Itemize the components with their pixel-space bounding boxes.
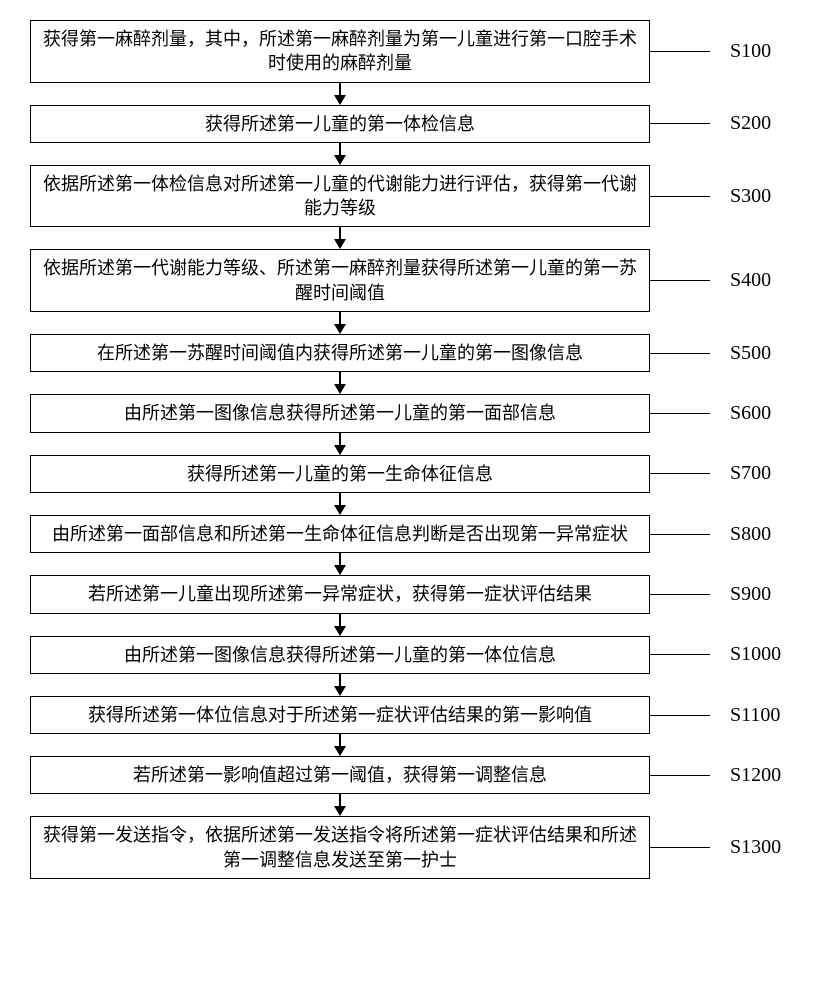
connector-line <box>650 413 710 414</box>
step-box: 获得所述第一体位信息对于所述第一症状评估结果的第一影响值 <box>30 696 650 734</box>
arrow <box>15 614 665 636</box>
connector-line <box>650 196 710 197</box>
step-label: S1300 <box>730 836 781 859</box>
arrow <box>15 312 665 334</box>
flow-step: 由所述第一面部信息和所述第一生命体征信息判断是否出现第一异常症状 S800 <box>15 515 821 553</box>
flow-step: 若所述第一儿童出现所述第一异常症状，获得第一症状评估结果 S900 <box>15 575 821 613</box>
flow-step: 获得所述第一儿童的第一体检信息 S200 <box>15 105 821 143</box>
connector-line <box>650 534 710 535</box>
connector-line <box>650 847 710 848</box>
step-box: 由所述第一面部信息和所述第一生命体征信息判断是否出现第一异常症状 <box>30 515 650 553</box>
step-label: S200 <box>730 112 771 135</box>
connector-line <box>650 654 710 655</box>
flow-step: 依据所述第一代谢能力等级、所述第一麻醉剂量获得所述第一儿童的第一苏醒时间阈值 S… <box>15 249 821 312</box>
connector-line <box>650 775 710 776</box>
arrow <box>15 794 665 816</box>
connector-line <box>650 473 710 474</box>
arrow <box>15 433 665 455</box>
step-box: 获得第一麻醉剂量，其中，所述第一麻醉剂量为第一儿童进行第一口腔手术时使用的麻醉剂… <box>30 20 650 83</box>
step-label: S400 <box>730 269 771 292</box>
flow-step: 依据所述第一体检信息对所述第一儿童的代谢能力进行评估，获得第一代谢能力等级 S3… <box>15 165 821 228</box>
step-box: 由所述第一图像信息获得所述第一儿童的第一体位信息 <box>30 636 650 674</box>
step-label: S1100 <box>730 704 780 727</box>
connector-line <box>650 594 710 595</box>
arrow <box>15 734 665 756</box>
step-label: S1000 <box>730 643 781 666</box>
flow-step: 由所述第一图像信息获得所述第一儿童的第一体位信息 S1000 <box>15 636 821 674</box>
arrow <box>15 553 665 575</box>
flow-step: 由所述第一图像信息获得所述第一儿童的第一面部信息 S600 <box>15 394 821 432</box>
flow-step: 获得所述第一儿童的第一生命体征信息 S700 <box>15 455 821 493</box>
arrow <box>15 674 665 696</box>
step-box: 在所述第一苏醒时间阈值内获得所述第一儿童的第一图像信息 <box>30 334 650 372</box>
step-label: S1200 <box>730 764 781 787</box>
flow-step: 在所述第一苏醒时间阈值内获得所述第一儿童的第一图像信息 S500 <box>15 334 821 372</box>
step-box: 若所述第一儿童出现所述第一异常症状，获得第一症状评估结果 <box>30 575 650 613</box>
step-box: 依据所述第一代谢能力等级、所述第一麻醉剂量获得所述第一儿童的第一苏醒时间阈值 <box>30 249 650 312</box>
step-box: 由所述第一图像信息获得所述第一儿童的第一面部信息 <box>30 394 650 432</box>
step-box: 若所述第一影响值超过第一阈值，获得第一调整信息 <box>30 756 650 794</box>
step-label: S900 <box>730 583 771 606</box>
step-box: 获得所述第一儿童的第一生命体征信息 <box>30 455 650 493</box>
arrow <box>15 143 665 165</box>
connector-line <box>650 353 710 354</box>
step-label: S300 <box>730 185 771 208</box>
arrow <box>15 227 665 249</box>
step-label: S100 <box>730 40 771 63</box>
step-label: S500 <box>730 342 771 365</box>
flow-step: 获得所述第一体位信息对于所述第一症状评估结果的第一影响值 S1100 <box>15 696 821 734</box>
step-label: S800 <box>730 523 771 546</box>
step-box: 依据所述第一体检信息对所述第一儿童的代谢能力进行评估，获得第一代谢能力等级 <box>30 165 650 228</box>
arrow <box>15 493 665 515</box>
connector-line <box>650 715 710 716</box>
step-label: S700 <box>730 462 771 485</box>
flow-step: 获得第一麻醉剂量，其中，所述第一麻醉剂量为第一儿童进行第一口腔手术时使用的麻醉剂… <box>15 20 821 83</box>
arrow <box>15 83 665 105</box>
flowchart-container: 获得第一麻醉剂量，其中，所述第一麻醉剂量为第一儿童进行第一口腔手术时使用的麻醉剂… <box>15 20 821 879</box>
flow-step: 获得第一发送指令，依据所述第一发送指令将所述第一症状评估结果和所述第一调整信息发… <box>15 816 821 879</box>
connector-line <box>650 123 710 124</box>
step-label: S600 <box>730 402 771 425</box>
connector-line <box>650 51 710 52</box>
step-box: 获得第一发送指令，依据所述第一发送指令将所述第一症状评估结果和所述第一调整信息发… <box>30 816 650 879</box>
arrow <box>15 372 665 394</box>
connector-line <box>650 280 710 281</box>
flow-step: 若所述第一影响值超过第一阈值，获得第一调整信息 S1200 <box>15 756 821 794</box>
step-box: 获得所述第一儿童的第一体检信息 <box>30 105 650 143</box>
